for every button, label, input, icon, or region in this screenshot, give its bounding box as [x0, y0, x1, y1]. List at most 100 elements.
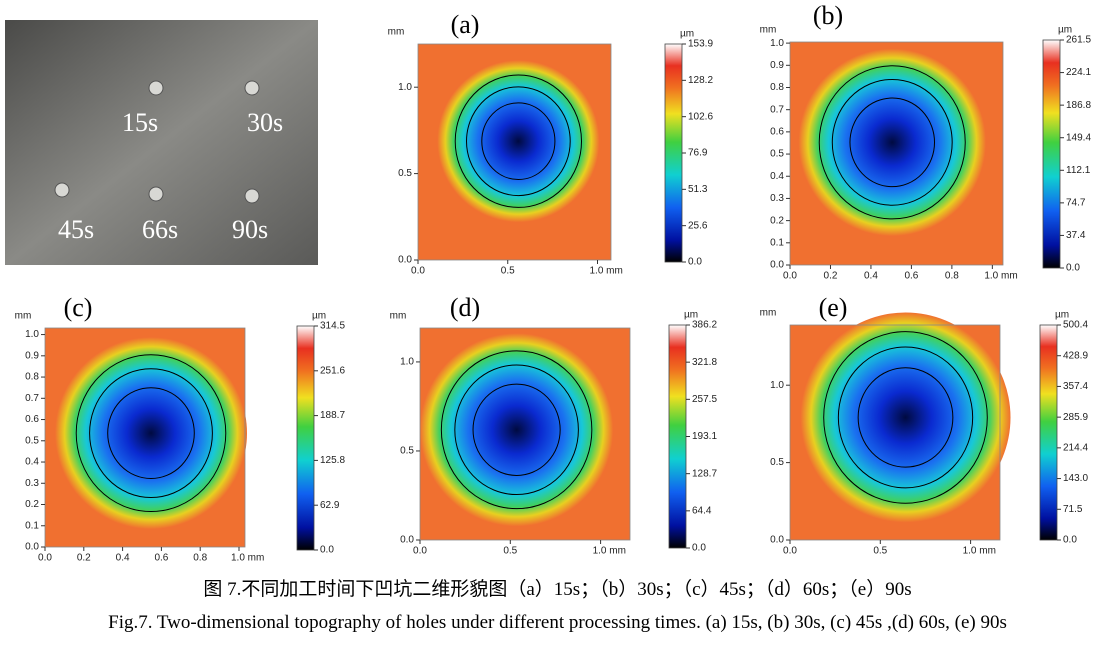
y-tick-label: 0.9 [770, 60, 784, 71]
x-tick-label: 0.0 [783, 546, 797, 557]
y-tick-label: 0.5 [770, 457, 784, 468]
colorbar-unit: µm [1055, 310, 1069, 321]
colorbar-tick-label: 428.9 [1063, 350, 1088, 361]
dimple [148, 186, 164, 202]
colorbar-unit: µm [1058, 25, 1072, 36]
colorbar-tick-label: 153.9 [688, 39, 713, 50]
dimple [54, 182, 70, 198]
y-tick-label: 0.0 [400, 535, 414, 546]
colorbar-tick-label: 143.0 [1063, 473, 1088, 484]
y-tick-label: 0.7 [770, 104, 784, 115]
contour [89, 368, 213, 499]
pit-heatmap [437, 60, 600, 223]
pit-heatmap [800, 312, 1011, 523]
colorbar-tick-label: 257.5 [692, 394, 717, 405]
contour [440, 350, 593, 510]
y-tick-label: 0.9 [25, 350, 39, 361]
colorbar-tick-label: 261.5 [1066, 35, 1091, 46]
x-tick-label: 0.0 [783, 271, 797, 282]
axis-unit: mm [15, 311, 32, 322]
pit-heatmap [55, 337, 247, 530]
y-tick-label: 1.0 [400, 357, 414, 368]
colorbar [668, 324, 687, 549]
contour [857, 367, 954, 468]
photo-label: 66s [142, 215, 178, 244]
y-tick-label: 1.0 [398, 82, 412, 93]
photo-labels: 15s 30s 45s 66s 90s [54, 80, 283, 244]
colorbar-tick-label: 76.9 [688, 148, 708, 159]
colorbar-unit: µm [680, 29, 694, 40]
y-tick-label: 0.0 [398, 255, 412, 266]
x-tick-label: 0.0 [413, 546, 427, 557]
contour [472, 383, 561, 476]
figure: 15s 30s 45s 66s 90s (a) mm 0.0 0.5 1.0 mm 0.0 0.5 1… [5, 1, 1092, 564]
y-tick-label: 0.0 [25, 542, 39, 553]
y-tick-label: 0.1 [770, 237, 784, 248]
axis-unit: mm [760, 25, 777, 36]
x-tick-label: 1.0 mm [589, 266, 622, 277]
colorbar-tick-label: 0.0 [1063, 535, 1077, 546]
colorbar-tick-label: 128.2 [688, 75, 713, 86]
y-tick-label: 0.0 [770, 535, 784, 546]
x-tick-label: 0.5 [873, 546, 887, 557]
contour [837, 346, 974, 489]
photo-label: 30s [247, 108, 283, 137]
colorbar-tick-label: 25.6 [688, 220, 708, 231]
y-tick-label: 0.3 [770, 193, 784, 204]
caption-zh: 图 7.不同加工时间下凹坑二维形貌图（a）15s；（b）30s；（c）45s；（… [203, 579, 912, 600]
photo-label: 90s [232, 215, 268, 244]
y-tick-label: 0.5 [770, 149, 784, 160]
x-tick-label: 0.8 [945, 271, 959, 282]
contour [823, 331, 988, 504]
x-tick-label: 0.2 [824, 271, 838, 282]
colorbar [1039, 324, 1058, 541]
panel-label: (a) [451, 10, 480, 39]
colorbar-tick-label: 51.3 [688, 184, 708, 195]
y-tick-label: 0.1 [25, 520, 39, 531]
colorbar-tick-label: 188.7 [320, 410, 345, 421]
panels: (a) mm 0.0 0.5 1.0 mm 0.0 0.5 1.0 µm 0.0 25.6 51.3 7… [15, 1, 1092, 564]
pit-heatmap [798, 48, 986, 237]
colorbar-tick-label: 193.1 [692, 431, 717, 442]
colorbar-tick-label: 500.4 [1063, 320, 1088, 331]
y-tick-label: 0.8 [25, 372, 39, 383]
axis-unit: mm [388, 27, 405, 38]
colorbar-tick-label: 0.0 [692, 543, 706, 554]
y-tick-label: 1.0 [25, 329, 39, 340]
contour [831, 78, 953, 206]
y-tick-label: 0.7 [25, 393, 39, 404]
colorbar-tick-label: 125.8 [320, 455, 345, 466]
colorbar-tick-label: 386.2 [692, 320, 717, 331]
colorbar-tick-label: 64.4 [692, 505, 712, 516]
colorbar-tick-label: 314.5 [320, 321, 345, 332]
contour [75, 354, 227, 513]
x-tick-label: 1.0 mm [593, 546, 626, 557]
x-tick-label: 0.0 [411, 266, 425, 277]
colorbar-tick-label: 102.6 [688, 111, 713, 122]
contour [466, 86, 571, 197]
x-tick-label: 0.4 [864, 271, 878, 282]
dimple [244, 188, 260, 204]
y-tick-label: 0.3 [25, 478, 39, 489]
contour [454, 74, 583, 208]
plot-frame [44, 327, 246, 548]
plot-frame [789, 324, 1001, 541]
caption-en: Fig.7. Two-dimensional topography of hol… [108, 612, 1007, 633]
contour [454, 364, 579, 496]
colorbar [296, 325, 315, 551]
plot-frame [789, 41, 1004, 266]
y-tick-label: 1.0 [770, 38, 784, 49]
colorbar-tick-label: 149.4 [1066, 132, 1091, 143]
colorbar-tick-label: 186.8 [1066, 100, 1091, 111]
panel-label: (e) [819, 293, 848, 322]
y-tick-label: 0.4 [25, 457, 39, 468]
x-tick-label: 0.8 [193, 553, 207, 564]
colorbar [664, 43, 683, 263]
colorbar-tick-label: 128.7 [692, 468, 717, 479]
colorbar-tick-label: 224.1 [1066, 67, 1091, 78]
dimple [148, 80, 164, 96]
contour [107, 387, 195, 480]
colorbar-tick-label: 357.4 [1063, 381, 1088, 392]
colorbar-tick-label: 285.9 [1063, 412, 1088, 423]
